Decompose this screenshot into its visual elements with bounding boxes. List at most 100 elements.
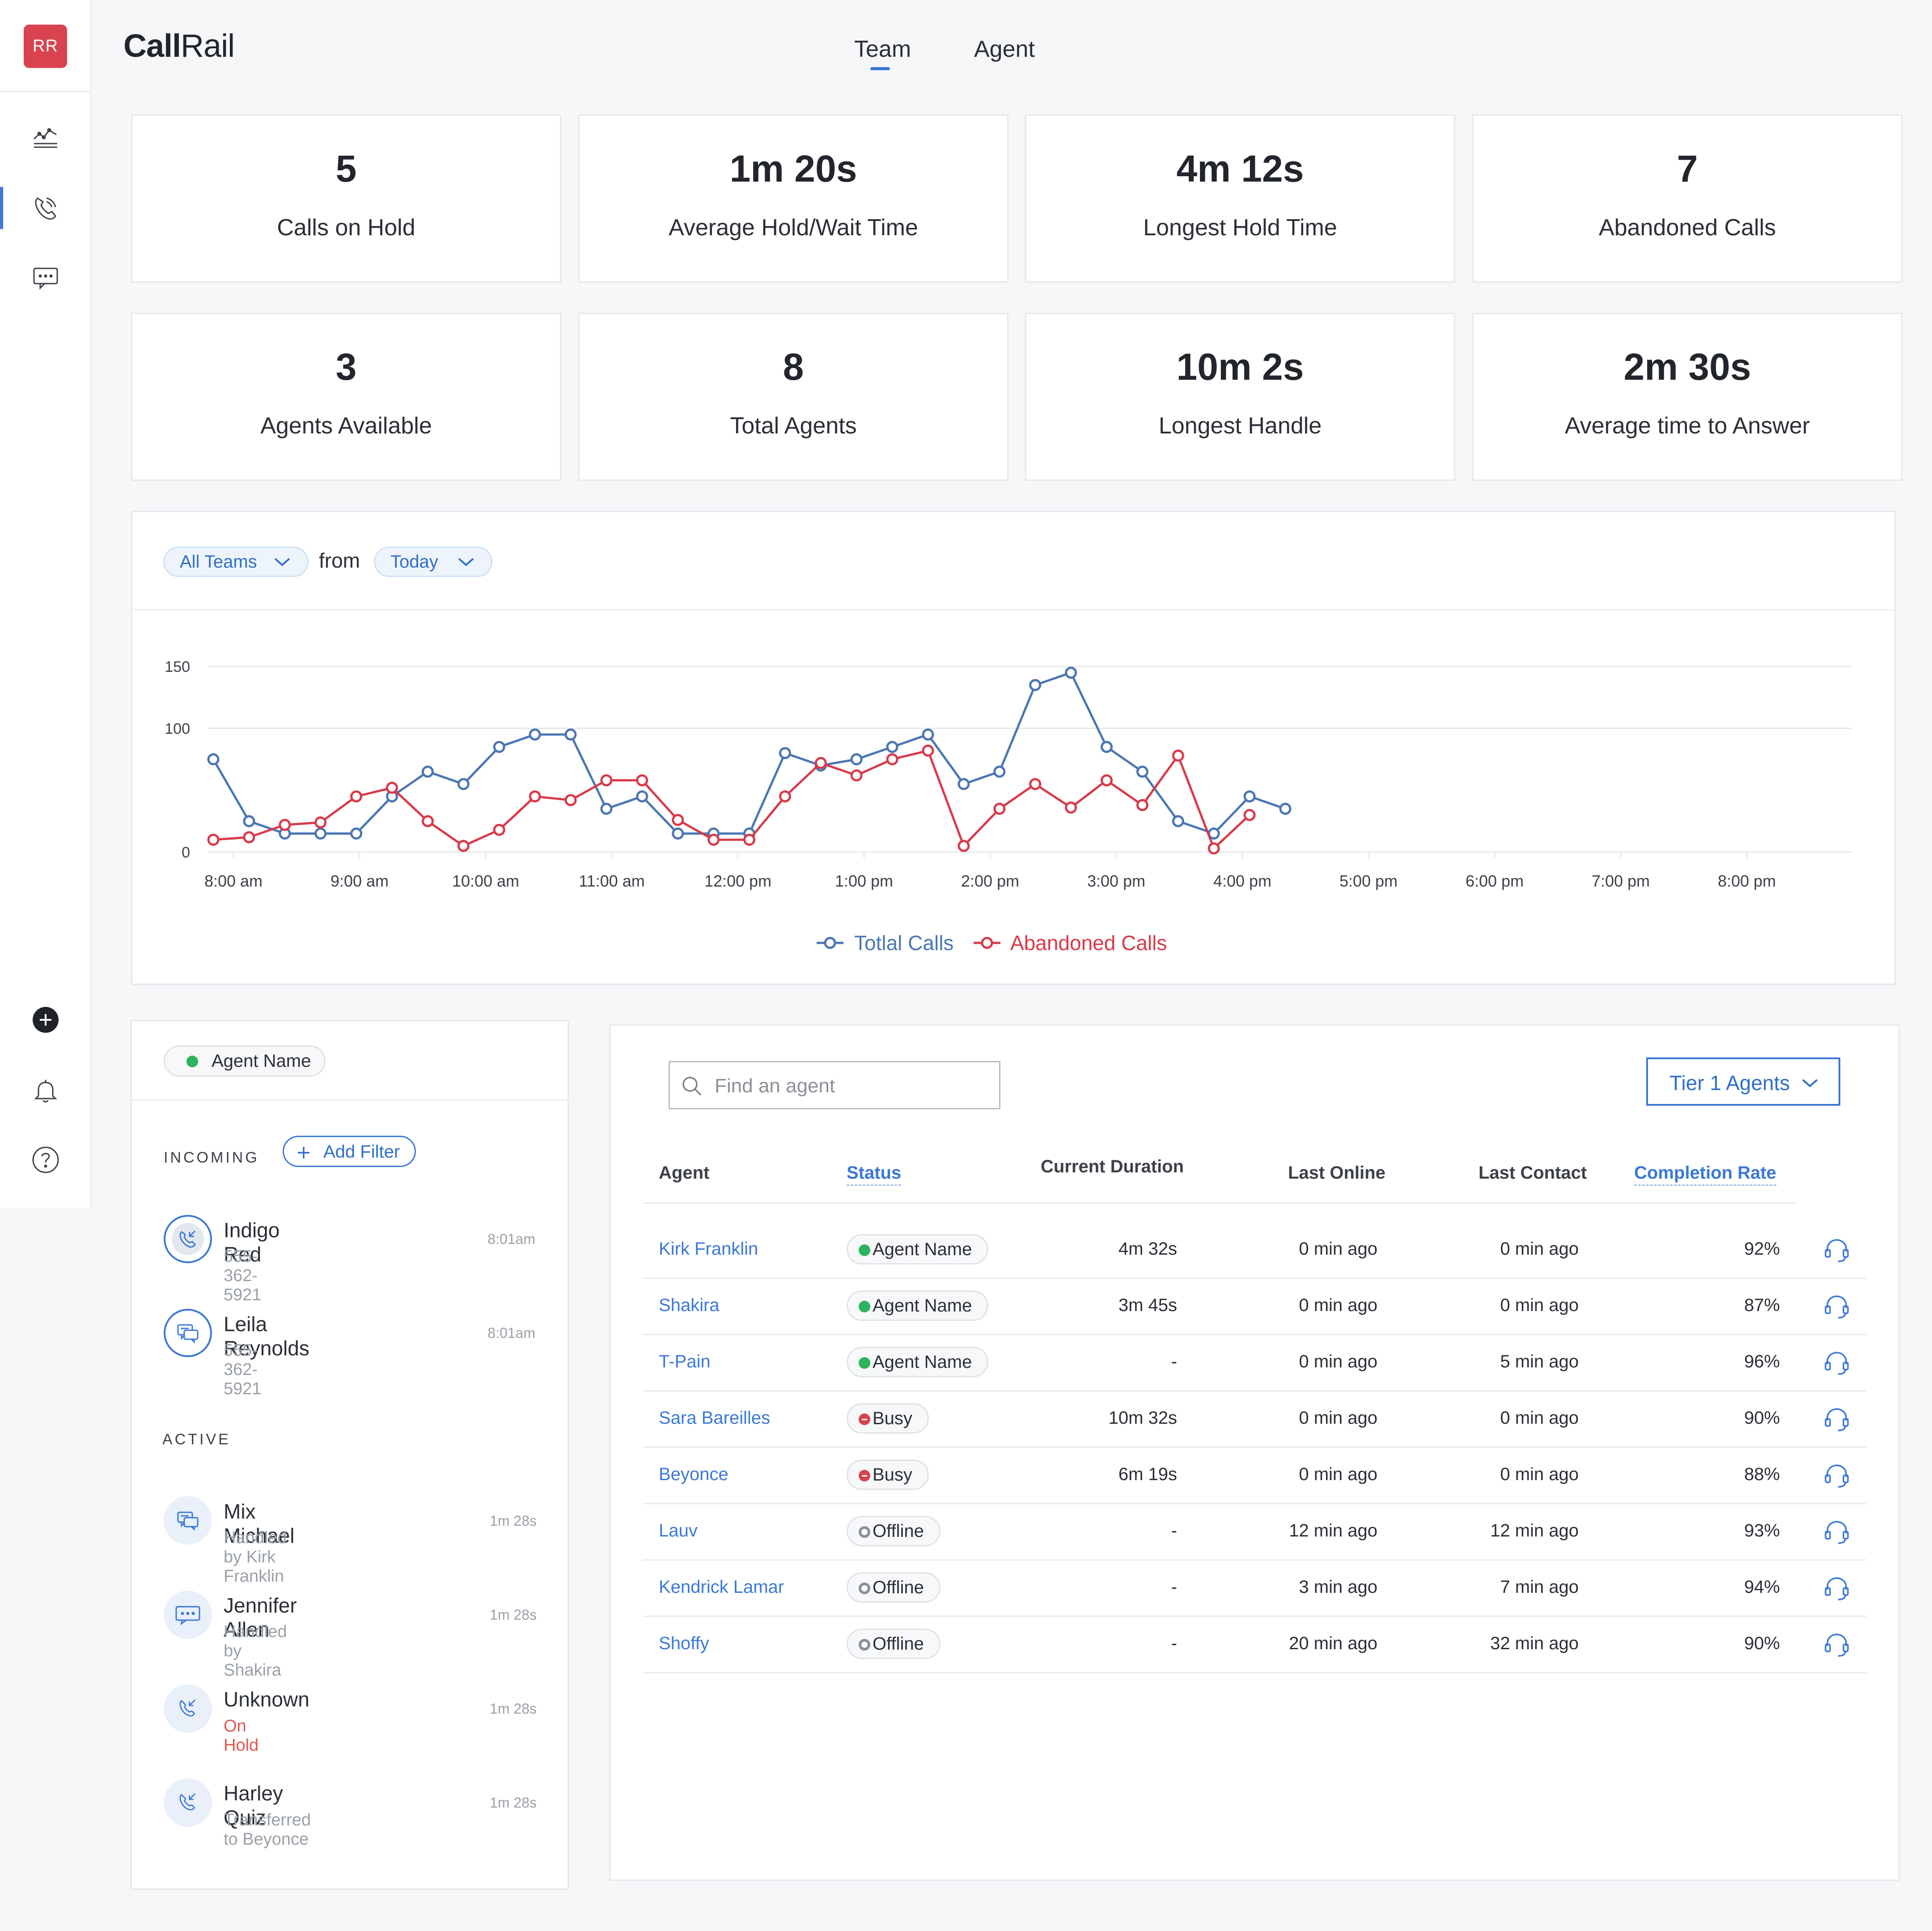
search-icon (682, 1077, 702, 1096)
team-select[interactable]: All Teams (163, 547, 309, 577)
x-tick-label: 9:00 am (330, 872, 389, 890)
stat-label: Agents Available (260, 413, 432, 439)
calls-icon[interactable] (28, 190, 64, 226)
agent-status-filter[interactable]: Agent Name (164, 1045, 326, 1077)
column-header-current-duration[interactable]: Current Duration (1041, 1157, 1184, 1176)
current-duration: 10m 32s (1108, 1408, 1177, 1428)
stat-label: Longest Hold Time (1143, 215, 1337, 241)
agent-name-link[interactable]: Lauv (659, 1521, 698, 1541)
headset-icon[interactable] (1823, 1236, 1851, 1264)
status-dot (859, 1301, 870, 1312)
tab-agent[interactable]: Agent (974, 36, 1035, 62)
column-header-status[interactable]: Status (847, 1163, 902, 1186)
analytics-icon[interactable] (28, 119, 64, 154)
chevron-down-icon (1802, 1079, 1818, 1087)
stat-value: 3 (335, 346, 357, 388)
last-online: 0 min ago (1299, 1352, 1377, 1371)
headset-icon[interactable] (1823, 1462, 1851, 1490)
on-hold-status: On Hold (224, 1717, 259, 1755)
data-point (993, 802, 1006, 815)
x-tick-label: 5:00 pm (1339, 872, 1398, 890)
search-input[interactable]: Find an agent (669, 1061, 1000, 1109)
add-icon[interactable] (28, 1002, 64, 1038)
chevron-down-icon (458, 558, 474, 566)
help-icon[interactable] (28, 1142, 64, 1178)
chart-divider (131, 609, 1894, 611)
handled-by: Handled by Kirk Franklin (224, 1528, 287, 1586)
user-avatar[interactable]: RR (24, 25, 67, 68)
callrail-logo: CallRail (123, 28, 235, 64)
data-point (886, 753, 898, 765)
bell-icon[interactable] (28, 1073, 64, 1108)
last-online: 0 min ago (1299, 1295, 1377, 1315)
y-tick-label: 150 (165, 658, 190, 675)
data-point (207, 753, 220, 765)
caller-number: 555-362-5921 (224, 1341, 262, 1398)
current-duration: - (1171, 1634, 1177, 1653)
stat-card-total-agents: 8 Total Agents (578, 313, 1008, 481)
last-online: 3 min ago (1299, 1577, 1377, 1597)
headset-icon[interactable] (1823, 1293, 1851, 1320)
from-label: from (319, 549, 360, 572)
agent-name-link[interactable]: Kirk Franklin (659, 1239, 758, 1259)
data-point (1136, 765, 1148, 778)
chat-icon (164, 1309, 212, 1357)
column-header-last-online[interactable]: Last Online (1288, 1163, 1385, 1183)
queue-divider (131, 1099, 568, 1101)
agent-name-link[interactable]: T-Pain (659, 1352, 711, 1371)
tab-team[interactable]: Team (854, 36, 911, 62)
data-point (814, 757, 827, 769)
column-header-agent[interactable]: Agent (659, 1163, 710, 1183)
data-point (958, 840, 970, 852)
column-header-last-contact[interactable]: Last Contact (1479, 1163, 1587, 1183)
date-range-select[interactable]: Today (374, 547, 492, 577)
x-tick-label: 6:00 pm (1466, 872, 1524, 890)
stat-label: Abandoned Calls (1598, 215, 1776, 241)
stat-label: Average Hold/Wait Time (669, 215, 918, 241)
last-contact: 0 min ago (1500, 1239, 1579, 1259)
legend-label: Abandoned Calls (1010, 931, 1167, 955)
call-duration: 1m 28s (490, 1701, 537, 1717)
headset-icon[interactable] (1823, 1349, 1851, 1377)
headset-icon[interactable] (1823, 1631, 1851, 1659)
agent-name-link[interactable]: Shakira (659, 1295, 720, 1315)
legend-marker (824, 937, 836, 949)
agent-name-link[interactable]: Shoffy (659, 1634, 709, 1653)
incoming-label: INCOMING (164, 1149, 259, 1166)
data-point (886, 741, 898, 753)
messages-icon[interactable] (28, 259, 64, 295)
agent-name-link[interactable]: Beyonce (659, 1464, 729, 1484)
agent-name-link[interactable]: Kendrick Lamar (659, 1577, 784, 1597)
data-point (1101, 774, 1113, 787)
call-duration: 1m 28s (490, 1513, 537, 1529)
data-point (493, 741, 505, 753)
stat-label: Total Agents (730, 413, 857, 439)
agent-name-link[interactable]: Sara Bareilles (659, 1408, 771, 1428)
column-header-completion-rate[interactable]: Completion Rate (1634, 1163, 1776, 1186)
current-duration: 6m 19s (1118, 1464, 1177, 1484)
data-point (350, 828, 363, 840)
data-point (850, 753, 863, 765)
last-online: 0 min ago (1299, 1464, 1377, 1484)
caller-name: Leila Reynolds (224, 1312, 309, 1360)
data-point (421, 765, 434, 778)
completion-rate: 87% (1744, 1295, 1780, 1315)
stat-value: 8 (783, 346, 804, 388)
last-contact: 32 min ago (1490, 1634, 1579, 1653)
data-point (636, 790, 648, 802)
stat-value: 1m 20s (729, 148, 857, 190)
x-tick-label: 11:00 am (579, 872, 644, 890)
row-divider (643, 1559, 1866, 1561)
add-filter-button[interactable]: Add Filter (283, 1136, 416, 1167)
stat-label: Longest Handle (1158, 413, 1322, 439)
busy-icon (862, 1419, 867, 1420)
last-contact: 7 min ago (1500, 1577, 1579, 1597)
headset-icon[interactable] (1823, 1518, 1851, 1546)
transferred-to: Transferred to Beyonce (224, 1811, 311, 1849)
headset-icon[interactable] (1823, 1405, 1851, 1433)
headset-icon[interactable] (1823, 1575, 1851, 1602)
data-point (207, 833, 220, 846)
row-divider (643, 1447, 1866, 1448)
tier-select[interactable]: Tier 1 Agents (1646, 1057, 1840, 1106)
data-point (1243, 790, 1256, 802)
